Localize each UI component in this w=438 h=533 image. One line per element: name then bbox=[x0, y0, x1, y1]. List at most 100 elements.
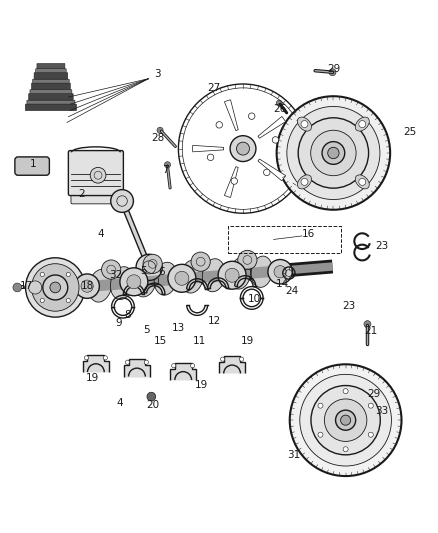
Text: 14: 14 bbox=[276, 279, 289, 289]
Circle shape bbox=[277, 96, 390, 210]
Circle shape bbox=[157, 127, 163, 133]
Text: 5: 5 bbox=[141, 266, 147, 276]
Circle shape bbox=[144, 360, 148, 364]
Polygon shape bbox=[258, 116, 286, 138]
Text: 21: 21 bbox=[364, 326, 378, 336]
Text: 2: 2 bbox=[78, 189, 85, 199]
FancyBboxPatch shape bbox=[25, 104, 77, 111]
Circle shape bbox=[318, 403, 323, 408]
Circle shape bbox=[264, 169, 270, 175]
FancyBboxPatch shape bbox=[68, 151, 124, 196]
Circle shape bbox=[276, 100, 283, 106]
Text: 5: 5 bbox=[143, 325, 149, 335]
Circle shape bbox=[368, 432, 373, 437]
Ellipse shape bbox=[355, 117, 369, 131]
Circle shape bbox=[230, 136, 256, 161]
Circle shape bbox=[125, 360, 130, 364]
FancyBboxPatch shape bbox=[34, 72, 68, 79]
Circle shape bbox=[32, 264, 79, 311]
Circle shape bbox=[43, 275, 68, 300]
Text: 23: 23 bbox=[375, 240, 388, 251]
Polygon shape bbox=[83, 354, 109, 372]
Circle shape bbox=[218, 261, 246, 289]
Text: 19: 19 bbox=[86, 373, 99, 383]
Circle shape bbox=[378, 403, 385, 410]
Text: 1: 1 bbox=[30, 159, 37, 169]
FancyBboxPatch shape bbox=[35, 69, 66, 72]
Text: 4: 4 bbox=[98, 229, 104, 239]
Polygon shape bbox=[124, 359, 150, 376]
Circle shape bbox=[322, 142, 345, 164]
FancyBboxPatch shape bbox=[28, 94, 73, 100]
Text: 20: 20 bbox=[146, 400, 159, 410]
Polygon shape bbox=[224, 167, 238, 197]
Circle shape bbox=[13, 283, 21, 292]
Circle shape bbox=[368, 403, 373, 408]
Circle shape bbox=[325, 399, 367, 441]
Circle shape bbox=[207, 154, 214, 160]
Circle shape bbox=[143, 254, 162, 273]
Circle shape bbox=[191, 364, 195, 368]
Circle shape bbox=[343, 447, 348, 452]
Text: 3: 3 bbox=[155, 69, 161, 79]
Text: 23: 23 bbox=[343, 301, 356, 311]
Circle shape bbox=[328, 147, 339, 159]
Text: 33: 33 bbox=[375, 407, 388, 416]
Circle shape bbox=[231, 178, 237, 184]
Text: 27: 27 bbox=[207, 83, 220, 93]
Circle shape bbox=[164, 161, 170, 168]
Circle shape bbox=[127, 275, 141, 289]
Circle shape bbox=[225, 268, 239, 282]
Circle shape bbox=[336, 410, 356, 430]
Circle shape bbox=[300, 374, 392, 466]
Circle shape bbox=[111, 190, 134, 212]
Circle shape bbox=[240, 357, 244, 361]
Text: 26: 26 bbox=[273, 104, 287, 114]
Circle shape bbox=[311, 385, 380, 455]
Text: 19: 19 bbox=[195, 380, 208, 390]
Circle shape bbox=[238, 251, 257, 270]
Circle shape bbox=[147, 392, 155, 401]
Text: 4: 4 bbox=[116, 398, 123, 408]
Text: 19: 19 bbox=[241, 336, 254, 346]
Circle shape bbox=[359, 179, 366, 185]
Text: 10: 10 bbox=[247, 294, 261, 304]
Polygon shape bbox=[193, 146, 224, 152]
Circle shape bbox=[81, 280, 93, 292]
FancyBboxPatch shape bbox=[30, 90, 72, 94]
Circle shape bbox=[298, 118, 369, 188]
Text: 18: 18 bbox=[81, 281, 94, 291]
Circle shape bbox=[301, 179, 308, 185]
FancyBboxPatch shape bbox=[32, 79, 69, 83]
Circle shape bbox=[66, 272, 71, 277]
Text: 9: 9 bbox=[115, 318, 122, 328]
Circle shape bbox=[75, 274, 99, 298]
Text: 29: 29 bbox=[367, 389, 381, 399]
Circle shape bbox=[318, 432, 323, 437]
Text: 17: 17 bbox=[19, 281, 33, 291]
Circle shape bbox=[248, 113, 255, 119]
Text: 11: 11 bbox=[193, 336, 206, 346]
Polygon shape bbox=[258, 159, 286, 181]
FancyBboxPatch shape bbox=[71, 192, 121, 204]
Circle shape bbox=[120, 268, 148, 296]
Ellipse shape bbox=[88, 269, 112, 302]
Circle shape bbox=[237, 142, 250, 155]
Text: 6: 6 bbox=[158, 267, 165, 277]
Ellipse shape bbox=[355, 175, 369, 189]
Ellipse shape bbox=[133, 264, 156, 297]
Polygon shape bbox=[219, 356, 245, 374]
Text: 7: 7 bbox=[162, 165, 169, 175]
Circle shape bbox=[216, 122, 223, 128]
Ellipse shape bbox=[202, 259, 225, 292]
Circle shape bbox=[90, 167, 106, 183]
Text: 13: 13 bbox=[172, 322, 185, 333]
Circle shape bbox=[136, 254, 162, 280]
Text: 29: 29 bbox=[327, 64, 340, 74]
Circle shape bbox=[85, 356, 88, 360]
Circle shape bbox=[66, 298, 71, 303]
Ellipse shape bbox=[110, 266, 134, 300]
Circle shape bbox=[168, 264, 196, 292]
Text: 25: 25 bbox=[403, 127, 417, 137]
FancyBboxPatch shape bbox=[37, 63, 65, 69]
